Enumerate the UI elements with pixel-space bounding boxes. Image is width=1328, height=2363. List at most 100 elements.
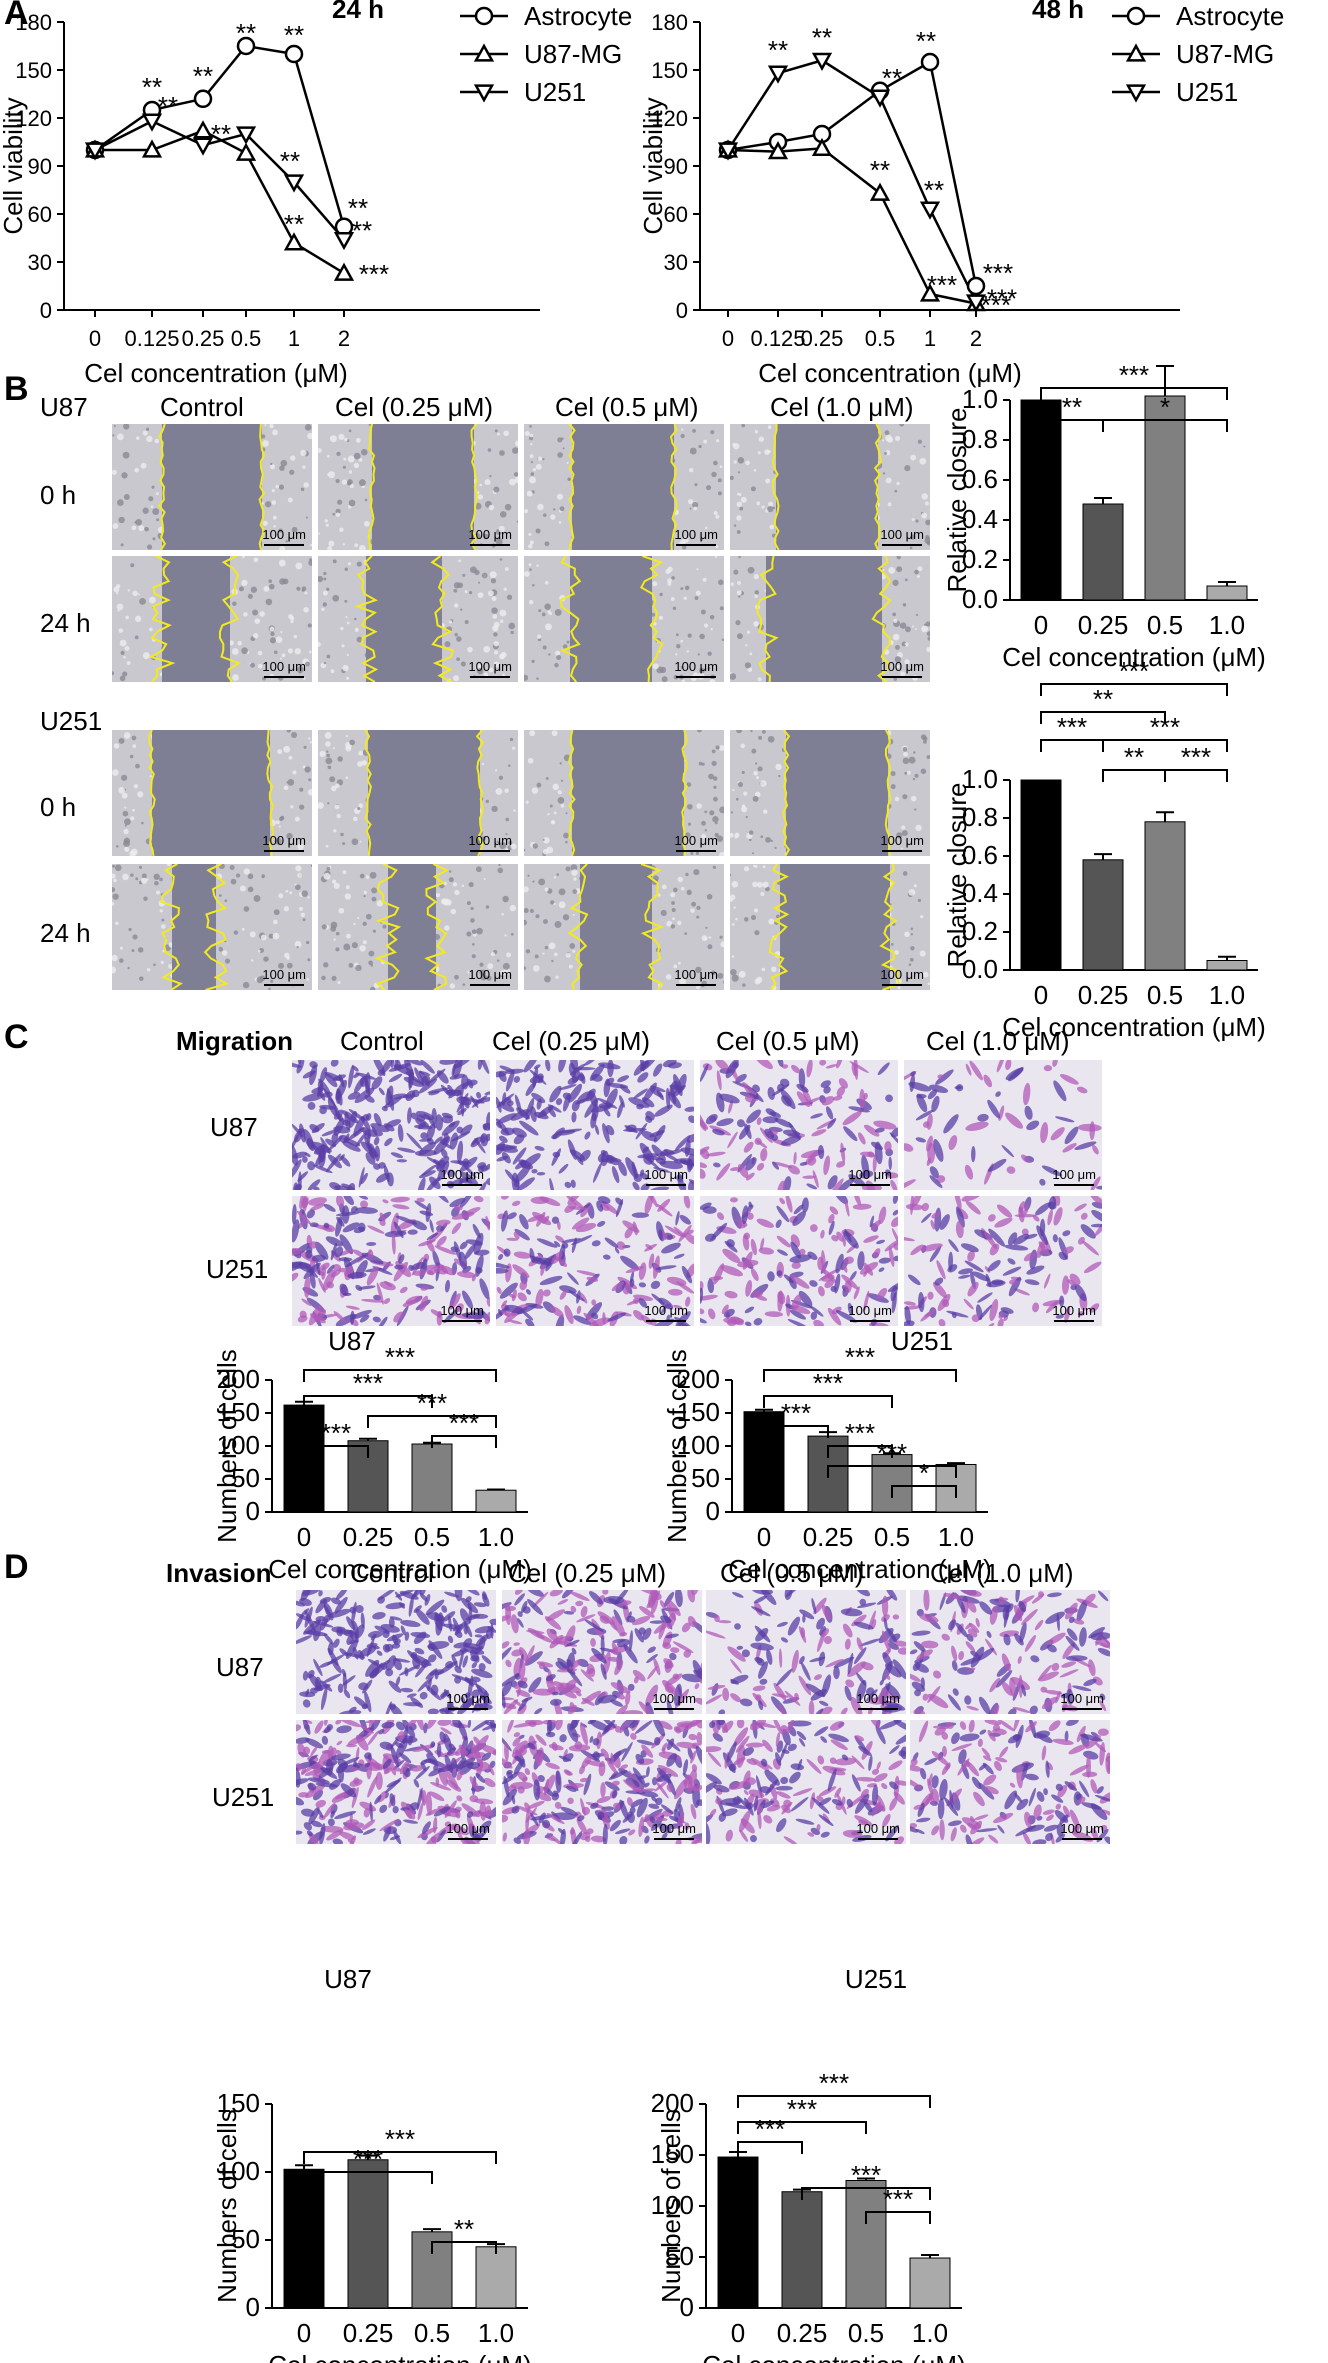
significance-label: *	[919, 1458, 929, 1488]
stained-cell	[602, 1254, 611, 1260]
cell-texture	[304, 591, 308, 595]
y-tick-label: 0.8	[962, 802, 998, 832]
stained-cell	[908, 1081, 932, 1092]
cell-texture	[882, 472, 886, 475]
stained-cell	[700, 1146, 710, 1156]
stained-cell	[539, 1196, 561, 1207]
cell-texture	[900, 847, 903, 850]
cell-texture	[899, 424, 905, 427]
cell-texture	[693, 868, 700, 876]
stained-cell	[780, 1135, 802, 1146]
stained-cell	[725, 1060, 739, 1079]
stained-cell	[813, 1597, 827, 1615]
cell-texture	[560, 779, 564, 782]
cell-texture	[671, 901, 675, 905]
cell-texture	[261, 876, 264, 879]
scale-bar	[882, 544, 922, 546]
cell-texture	[708, 936, 712, 939]
stained-cell	[778, 1705, 787, 1714]
cell-texture	[738, 556, 741, 559]
stained-cell	[841, 1274, 859, 1290]
cell-texture	[916, 574, 920, 578]
cell-texture	[514, 476, 518, 484]
stained-cell	[449, 1121, 456, 1128]
stained-cell	[771, 1161, 780, 1170]
stained-cell	[471, 1689, 480, 1699]
cell-texture	[146, 968, 151, 972]
stained-cell	[427, 1264, 445, 1275]
stained-cell	[347, 1091, 361, 1100]
stained-cell	[530, 1106, 537, 1123]
wound-edge-right	[430, 556, 455, 682]
cell-texture	[232, 601, 237, 606]
stained-cell	[888, 1633, 901, 1643]
cell-texture	[544, 887, 549, 892]
cell-texture	[693, 672, 698, 677]
stained-cell	[783, 1274, 794, 1284]
significance-label: **	[352, 216, 372, 246]
stained-cell	[633, 1088, 648, 1099]
stained-cell	[1072, 1618, 1085, 1625]
stained-cell	[715, 1060, 729, 1071]
cell-texture	[919, 950, 926, 957]
cell-texture	[528, 544, 533, 549]
stained-cell	[791, 1064, 801, 1074]
stained-cell	[915, 1137, 926, 1143]
stained-cell	[910, 1244, 924, 1256]
cell-texture	[493, 486, 500, 493]
stained-cell	[638, 1627, 646, 1635]
stained-cell	[1026, 1265, 1045, 1275]
stained-cell	[486, 1177, 490, 1186]
stained-cell	[692, 1659, 702, 1679]
cell-texture	[295, 865, 302, 872]
scale-bar	[470, 850, 510, 852]
cell-texture	[470, 918, 475, 923]
cell-texture	[481, 836, 486, 841]
stained-cell	[444, 1591, 460, 1598]
stained-cell	[323, 1203, 336, 1212]
stained-cell	[863, 1270, 868, 1277]
stained-cell	[338, 1074, 345, 1088]
cell-texture	[687, 633, 692, 638]
stained-cell	[444, 1279, 451, 1293]
stained-cell	[647, 1666, 658, 1680]
stained-cell	[413, 1590, 419, 1597]
cell-texture	[336, 813, 341, 819]
stained-cell	[632, 1221, 638, 1236]
stained-cell	[1051, 1662, 1060, 1671]
cell-texture	[908, 888, 916, 896]
significance-label: **	[1062, 392, 1082, 422]
cell-texture	[921, 512, 928, 519]
stained-cell	[531, 1168, 538, 1174]
stained-cell	[745, 1172, 755, 1181]
stained-cell	[700, 1287, 704, 1304]
cell-texture	[499, 450, 505, 456]
stained-cell	[1050, 1127, 1065, 1141]
stained-cell	[975, 1617, 980, 1628]
x-tick-label: 0	[297, 1522, 311, 1552]
stained-cell	[521, 1600, 528, 1614]
cell-texture	[926, 631, 930, 637]
stained-cell	[933, 1670, 942, 1679]
cell-texture	[718, 745, 724, 751]
stained-cell	[957, 1595, 980, 1604]
stained-cell	[811, 1129, 827, 1137]
cell-texture	[505, 817, 510, 822]
stained-cell	[451, 1211, 475, 1220]
cell-texture	[778, 774, 781, 778]
x-axis-label: Cel concentration (μM)	[268, 1554, 532, 1584]
cell-texture	[345, 734, 349, 738]
stained-cell	[1002, 1266, 1022, 1276]
cell-texture	[356, 561, 362, 567]
stained-cell	[553, 1681, 565, 1689]
cell-texture	[321, 607, 325, 612]
cell-texture	[566, 461, 569, 465]
cell-texture	[667, 578, 672, 584]
cell-texture	[705, 926, 708, 929]
stained-cell	[302, 1699, 311, 1708]
cell-texture	[732, 442, 736, 447]
wound-healing-image: 100 μm	[318, 424, 518, 550]
stained-cell	[653, 1124, 666, 1143]
cell-texture	[499, 609, 507, 617]
cell-texture	[269, 626, 275, 632]
